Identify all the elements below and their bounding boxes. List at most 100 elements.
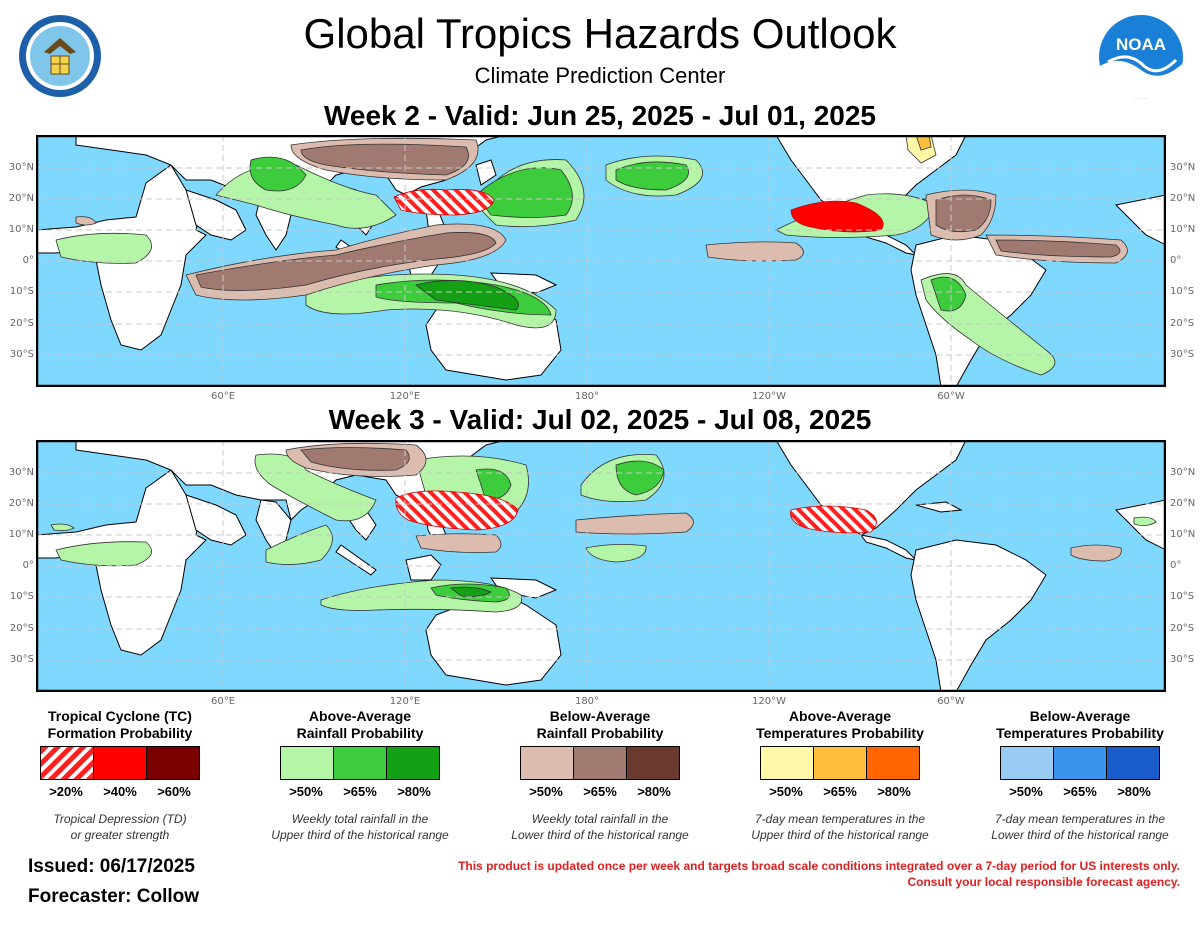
- lon-label: 60°W: [937, 391, 965, 402]
- legend-swatch: [1105, 746, 1160, 780]
- legend-description-line-1: Weekly total rainfall in the: [531, 812, 669, 826]
- legend-label: >80%: [637, 784, 671, 799]
- rain-below-50-area: [75, 216, 97, 226]
- legend-swatch: [625, 746, 680, 780]
- legend-label: >80%: [1117, 784, 1151, 799]
- disclaimer: This product is updated once per week an…: [300, 858, 1180, 890]
- rain-above-65-area: [930, 276, 967, 312]
- legend-tc-formation: Tropical Cyclone (TC) Formation Probabili…: [5, 708, 235, 843]
- legend-rainfall-above: Above-Average Rainfall Probability >50% >65…: [245, 708, 475, 843]
- legend-swatch: [92, 746, 147, 780]
- landmass-west-africa-east: [1114, 194, 1166, 246]
- rain-below-50-area: [705, 241, 804, 262]
- legend-swatch: [39, 746, 94, 780]
- legend-description-line-1: Tropical Depression (TD): [53, 812, 187, 826]
- landmass-arabia: [185, 189, 247, 241]
- legend-labels: >50% >65% >80%: [965, 784, 1195, 799]
- lat-label-left: 10°N: [8, 224, 34, 235]
- lat-label-left: 30°S: [9, 654, 34, 665]
- map-frame: [36, 135, 1166, 387]
- rain-above-50-area: [50, 523, 75, 532]
- legend-title: Above-Average Temperatures Probability: [725, 708, 955, 744]
- lat-label-left: 10°N: [8, 529, 34, 540]
- legend-description-line-2: Lower third of the historical range: [511, 828, 689, 842]
- rain-below-50-area: [575, 512, 694, 535]
- lat-label-right: 10°S: [1170, 286, 1195, 297]
- legend-label: >50%: [289, 784, 323, 799]
- legend-labels: >50% >65% >80%: [485, 784, 715, 799]
- rain-above-50-area: [254, 453, 377, 522]
- rain-above-65-area: [475, 167, 573, 218]
- forecaster-name: Forecaster: Collow: [28, 886, 200, 907]
- legend-title: Tropical Cyclone (TC) Formation Probabili…: [5, 708, 235, 744]
- legend-description-line-1: Weekly total rainfall in the: [291, 812, 429, 826]
- rain-below-65-area: [995, 239, 1121, 258]
- legend-title-line-2: Rainfall Probability: [296, 725, 424, 741]
- lat-label-right: 30°S: [1170, 349, 1195, 360]
- landmass-central-america: [859, 534, 918, 561]
- legend-labels: >20% >40% >60%: [5, 784, 235, 799]
- issued-date: Issued: 06/17/2025: [28, 856, 195, 877]
- legend-swatches: [965, 746, 1195, 780]
- lon-label: 60°E: [210, 391, 236, 402]
- lat-label-left: 20°S: [9, 623, 34, 634]
- rain-above-50-area: [265, 524, 333, 565]
- rain-below-50-area: [1070, 544, 1122, 562]
- legend-swatch: [385, 746, 440, 780]
- legend-description: Weekly total rainfall in the Lower third …: [485, 811, 715, 843]
- legend-title-line-2: Formation Probability: [47, 725, 193, 741]
- rain-above-65-area: [249, 156, 307, 192]
- noaa-logo: NOAA: [1098, 14, 1184, 100]
- legend-description: 7-day mean temperatures in the Upper thir…: [725, 811, 955, 843]
- legend-label: >20%: [49, 784, 83, 799]
- legend-labels: >50% >65% >80%: [725, 784, 955, 799]
- legend-swatches: [245, 746, 475, 780]
- lon-label: 120°E: [389, 696, 421, 707]
- disclaimer-line-2: Consult your local responsible forecast …: [907, 875, 1180, 889]
- week2-title: Week 2 - Valid: Jun 25, 2025 - Jul 01, 2…: [323, 100, 876, 131]
- tc-area-western-pacific: [395, 490, 519, 531]
- legend-swatch: [572, 746, 627, 780]
- rain-above-65-area: [615, 460, 665, 496]
- rain-above-65-area: [615, 161, 689, 191]
- legend-label: >80%: [397, 784, 431, 799]
- legend-label: >65%: [823, 784, 857, 799]
- legend-swatch: [812, 746, 867, 780]
- graticule: [36, 440, 1166, 692]
- lat-label-right: 20°S: [1170, 623, 1195, 634]
- lon-label: 60°E: [210, 696, 236, 707]
- lon-label: 180°: [574, 696, 600, 707]
- lon-label: 120°E: [389, 391, 421, 402]
- legend-temperature-above: Above-Average Temperatures Probability >50…: [725, 708, 955, 843]
- lat-label-left: 0°: [22, 255, 34, 266]
- lat-label-right: 10°N: [1170, 224, 1196, 235]
- lat-label-right: 20°S: [1170, 318, 1195, 329]
- tc-area-western-pacific: [393, 188, 495, 216]
- legend-label: >50%: [769, 784, 803, 799]
- legend-label: >50%: [529, 784, 563, 799]
- legend-title-line-1: Below-Average: [1029, 708, 1131, 724]
- lat-label-left: 20°N: [8, 498, 34, 509]
- legend-swatch: [999, 746, 1054, 780]
- map-frame: [36, 440, 1166, 692]
- legend-title-line-1: Below-Average: [549, 708, 651, 724]
- temp-above-65-area: [915, 135, 932, 151]
- legend-title-line-1: Above-Average: [788, 708, 892, 724]
- legend-swatch: [332, 746, 387, 780]
- rain-above-80-area: [415, 280, 519, 311]
- rain-above-50-area: [55, 541, 153, 567]
- legend-swatch: [519, 746, 574, 780]
- legend-swatches: [485, 746, 715, 780]
- week3-map: 30°N 30°N 20°N 20°N 10°N 10°N 0° 0° 10°S 10°S 20°S…: [9, 440, 1195, 707]
- legend-label: >65%: [583, 784, 617, 799]
- week3-title: Week 3 - Valid: Jul 02, 2025 - Jul 08, 2…: [328, 404, 872, 435]
- rain-above-50-area: [1133, 516, 1157, 526]
- lat-label-right: 10°N: [1170, 529, 1196, 540]
- lon-label: 60°W: [937, 696, 965, 707]
- lat-label-left: 0°: [22, 560, 34, 571]
- lat-label-left: 30°N: [8, 162, 34, 173]
- week3-map-canvas: [36, 440, 1166, 692]
- lat-label-right: 0°: [1170, 255, 1182, 266]
- lat-label-left: 30°N: [8, 467, 34, 478]
- landmass-sumatra: [335, 544, 377, 576]
